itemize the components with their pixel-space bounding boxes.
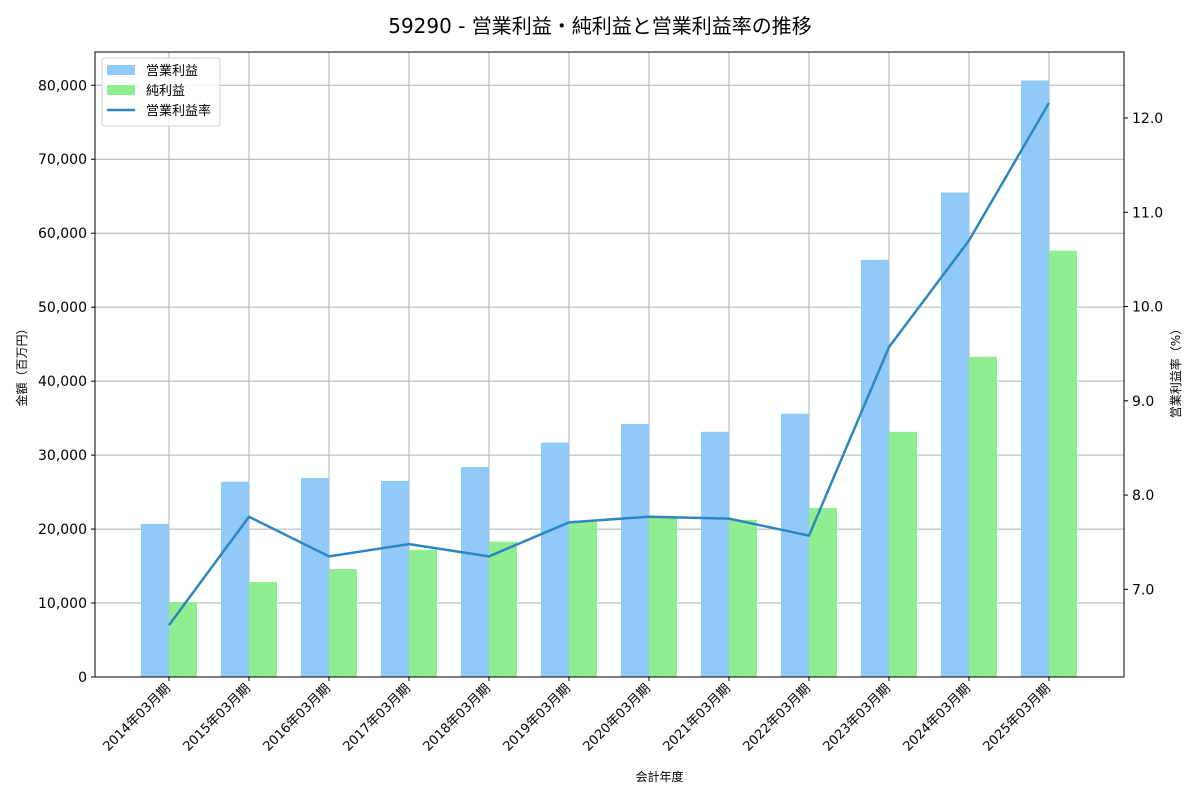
bar-operating-profit <box>141 523 169 677</box>
bar-net-profit <box>1049 250 1077 678</box>
x-tick-label: 2019年03月期 <box>501 681 574 754</box>
x-tick-label: 2014年03月期 <box>101 681 174 754</box>
bar-net-profit <box>409 549 437 677</box>
x-tick-label: 2024年03月期 <box>901 681 974 754</box>
bar-operating-profit <box>461 466 489 677</box>
bar-net-profit <box>809 507 837 677</box>
x-tick-label: 2018年03月期 <box>421 681 494 754</box>
y-tick-label: 70,000 <box>38 152 87 168</box>
x-tick-label: 2017年03月期 <box>341 681 414 754</box>
bar-operating-profit <box>941 192 969 678</box>
bar-operating-profit <box>301 478 329 677</box>
legend-swatch <box>107 65 135 75</box>
y-right-tick-label: 8.0 <box>1132 488 1154 504</box>
y-axis-label: 金額（百万円） <box>14 322 29 406</box>
y-right-axis-label: 営業利益率（%） <box>1168 323 1183 418</box>
bar-net-profit <box>969 356 997 677</box>
y-tick-label: 80,000 <box>38 78 87 94</box>
y-tick-label: 20,000 <box>38 522 87 538</box>
bar-operating-profit <box>541 442 569 677</box>
bar-operating-profit <box>621 424 649 677</box>
legend-label: 営業利益率 <box>146 103 211 119</box>
y-tick-label: 0 <box>78 670 87 686</box>
bar-net-profit <box>569 521 597 677</box>
plot-frame <box>94 51 1125 678</box>
y-right-tick-label: 7.0 <box>1132 582 1154 598</box>
x-tick-label: 2025年03月期 <box>981 681 1054 754</box>
line-operating-margin <box>167 102 1051 626</box>
x-tick-label: 2016年03月期 <box>261 681 334 754</box>
line-series <box>167 102 1051 626</box>
x-tick-label: 2021年03月期 <box>661 681 734 754</box>
bar-net-profit <box>249 581 277 677</box>
y-right-tick-label: 11.0 <box>1132 205 1163 221</box>
y-tick-label: 30,000 <box>38 448 87 464</box>
bar-net-profit <box>729 519 757 677</box>
bar-net-profit <box>489 541 517 677</box>
bar-operating-profit <box>221 481 249 677</box>
x-axis-label: 会計年度 <box>635 769 683 784</box>
legend-label: 純利益 <box>146 84 185 99</box>
bar-operating-profit <box>861 259 889 677</box>
chart-title: 59290 - 営業利益・純利益と営業利益率の推移 <box>388 14 812 38</box>
x-tick-label: 2015年03月期 <box>181 681 254 754</box>
bar-operating-profit <box>381 480 409 677</box>
y-right-tick-label: 9.0 <box>1132 394 1154 410</box>
y-tick-label: 10,000 <box>38 596 87 612</box>
y-tick-label: 50,000 <box>38 300 87 316</box>
bar-net-profit <box>649 516 677 677</box>
x-tick-label: 2020年03月期 <box>581 681 654 754</box>
bar-net-profit <box>329 569 357 677</box>
y-right-tick-label: 10.0 <box>1132 300 1163 316</box>
x-tick-label: 2022年03月期 <box>741 681 814 754</box>
y-tick-label: 40,000 <box>38 374 87 390</box>
legend-label: 営業利益 <box>146 63 198 79</box>
bar-series <box>141 80 1077 678</box>
bar-net-profit <box>889 431 917 677</box>
y-right-tick-label: 12.0 <box>1132 111 1163 127</box>
bar-operating-profit <box>1021 80 1049 678</box>
y-tick-label: 60,000 <box>38 226 87 242</box>
bar-operating-profit <box>781 413 809 677</box>
legend-swatch <box>107 85 135 95</box>
x-tick-label: 2023年03月期 <box>821 681 894 754</box>
bar-operating-profit <box>701 431 729 677</box>
bar-net-profit <box>169 601 197 677</box>
